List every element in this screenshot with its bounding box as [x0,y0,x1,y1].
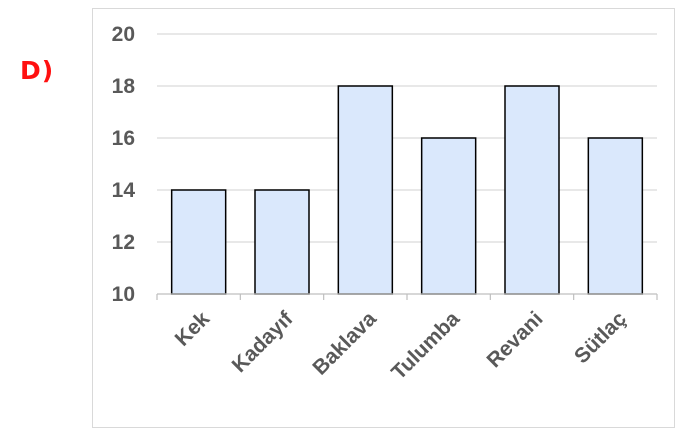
bar-2 [254,189,310,295]
y-tick-label: 10 [112,283,135,306]
x-category-label: Baklava [308,307,381,380]
y-tick-label: 16 [112,127,135,150]
option-label: D) [20,56,55,85]
y-tick-labels: 10 12 14 16 18 20 [112,23,136,306]
chart-frame [92,8,675,428]
gridlines [157,33,657,243]
bar-5 [504,85,560,295]
bar-1 [170,189,227,295]
y-tick-label: 20 [112,23,135,46]
bars [170,85,644,295]
x-category-label: Tulumba [387,307,464,384]
y-tick-label: 12 [112,231,135,254]
x-category-labels: Kek Kadayıf Baklava Tulumba Revani Sütlaç [171,307,631,385]
axes [156,293,658,300]
x-category-label: Sütlaç [570,307,631,368]
x-category-label: Revani [483,307,548,372]
x-category-label: Kadayıf [228,307,299,378]
bar-6 [587,137,644,295]
y-tick-label: 14 [112,179,136,202]
x-category-label: Kek [171,307,215,351]
y-tick-label: 18 [112,75,136,98]
bar-3 [337,85,394,295]
bar-4 [420,137,477,295]
